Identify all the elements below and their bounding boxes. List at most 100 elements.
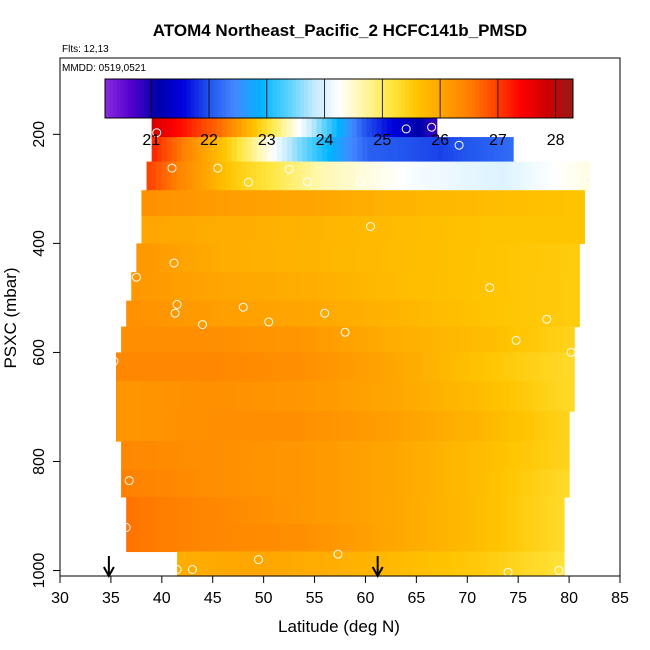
heatmap-cell [421, 115, 428, 138]
heatmap-cell [504, 272, 511, 302]
heatmap-cell [270, 496, 277, 525]
heatmap-cell [409, 326, 416, 354]
heatmap-cell [519, 496, 525, 525]
heatmap-cell [252, 551, 259, 577]
heatmap-cell [315, 272, 322, 302]
heatmap-cell [245, 381, 252, 412]
heatmap-cell [220, 243, 227, 273]
heatmap-cell [439, 411, 446, 442]
heatmap-cell [222, 551, 228, 577]
heatmap-cell [405, 243, 411, 273]
heatmap-cell [469, 300, 476, 328]
heatmap-cell [310, 352, 316, 382]
heatmap-cell [275, 496, 282, 525]
heatmap-cell [440, 190, 446, 217]
observation-point [355, 177, 365, 187]
heatmap-cell [311, 115, 318, 138]
heatmap-cell [419, 496, 426, 525]
heatmap-cell [559, 524, 565, 553]
colorbar-segment [229, 79, 235, 118]
heatmap-cell [489, 272, 496, 302]
heatmap-cell [282, 137, 288, 163]
heatmap-cell [410, 161, 416, 191]
heatmap-cell [300, 411, 306, 442]
heatmap-cell [444, 496, 451, 525]
heatmap-cell [569, 352, 575, 382]
heatmap-cell [310, 300, 316, 328]
heatmap-cell [335, 381, 341, 412]
heatmap-cell [242, 551, 249, 577]
heatmap-cell [325, 300, 331, 328]
heatmap-cell [524, 161, 531, 191]
heatmap-cell [549, 411, 555, 442]
heatmap-cell [439, 469, 446, 498]
heatmap-cell [196, 161, 202, 191]
heatmap-cell [190, 441, 197, 471]
heatmap-cell [474, 381, 481, 412]
colorbar-segment [132, 79, 137, 118]
heatmap-cell [493, 551, 500, 577]
heatmap-cell [519, 352, 525, 382]
colorbar-segment [311, 79, 317, 118]
colorbar-segment [272, 79, 278, 118]
heatmap-cell [265, 411, 271, 442]
heatmap-cell [494, 411, 500, 442]
heatmap-cell [514, 326, 521, 354]
heatmap-cell [201, 115, 208, 138]
heatmap-cell [459, 326, 466, 354]
heatmap-cell [524, 272, 531, 302]
colorbar-segment [475, 79, 480, 118]
heatmap-cell [404, 411, 411, 442]
heatmap-cell [211, 137, 218, 163]
heatmap-cell [401, 115, 408, 138]
colorbar-segment [510, 79, 515, 118]
heatmap-cell [414, 300, 421, 328]
colorbar-segment [366, 79, 371, 118]
heatmap-cell [459, 441, 466, 471]
heatmap-cell [559, 411, 565, 442]
heatmap-cell [191, 272, 197, 302]
heatmap-cell [559, 326, 565, 354]
heatmap-cell [463, 551, 470, 577]
heatmap-cell [170, 441, 177, 471]
heatmap-cell [389, 326, 396, 354]
heatmap-cell [181, 243, 187, 273]
heatmap-cell [379, 441, 386, 471]
heatmap-cell [275, 190, 282, 217]
colorbar-segment [393, 79, 398, 118]
heatmap-cell [449, 352, 456, 382]
heatmap-cell [429, 352, 436, 382]
heatmap-cell [529, 496, 535, 525]
colorbar-segment [549, 79, 554, 118]
heatmap-cell [380, 243, 386, 273]
heatmap-cell [297, 137, 303, 163]
heatmap-cell [165, 524, 172, 553]
heatmap-cell [320, 326, 326, 354]
heatmap-cell [201, 243, 207, 273]
heatmap-cell [543, 551, 550, 577]
heatmap-cell [393, 551, 399, 577]
heatmap-cell [135, 352, 142, 382]
heatmap-cell [236, 137, 243, 163]
colorbar-segment [300, 79, 305, 118]
heatmap-cell [479, 469, 486, 498]
heatmap-cell [429, 496, 436, 525]
heatmap-cell [519, 326, 525, 354]
heatmap-cell [141, 496, 147, 525]
heatmap-cell [454, 352, 461, 382]
heatmap-cell [315, 496, 321, 525]
heatmap-cell [395, 161, 401, 191]
observation-point [187, 565, 197, 574]
heatmap-cell [216, 161, 222, 191]
heatmap-cell [474, 300, 481, 328]
heatmap-cell [260, 216, 267, 244]
heatmap-cell [250, 272, 257, 302]
heatmap-cell [141, 216, 148, 244]
heatmap-cell [519, 441, 525, 471]
heatmap-cell [494, 381, 501, 412]
heatmap-cell [166, 243, 172, 273]
heatmap-cell [370, 300, 376, 328]
colorbar-segment [288, 79, 293, 118]
colorbar-segment [315, 79, 320, 118]
heatmap-cell [365, 441, 371, 471]
